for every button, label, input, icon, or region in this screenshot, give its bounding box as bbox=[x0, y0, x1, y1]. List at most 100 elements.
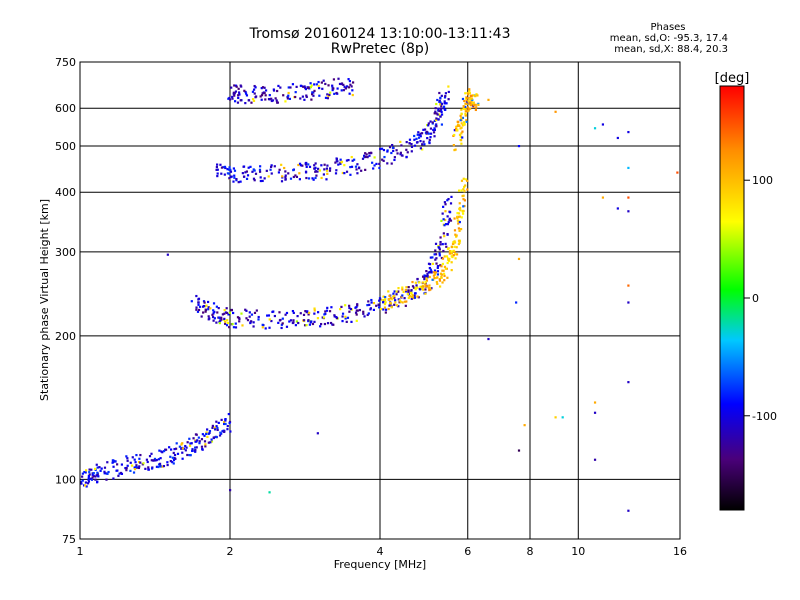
phase-point bbox=[328, 169, 332, 172]
phase-point bbox=[125, 466, 128, 470]
phase-point bbox=[309, 82, 312, 85]
phase-point bbox=[244, 308, 247, 311]
phase-point bbox=[223, 422, 226, 426]
phase-point bbox=[320, 176, 323, 180]
phase-point bbox=[459, 135, 462, 138]
phase-point bbox=[329, 321, 333, 325]
y-tick-label: 750 bbox=[55, 56, 76, 69]
phase-point bbox=[464, 178, 467, 181]
phase-point bbox=[132, 471, 136, 474]
phase-point bbox=[593, 458, 597, 461]
phase-point bbox=[194, 446, 197, 449]
phase-point bbox=[327, 84, 330, 87]
phase-point bbox=[83, 470, 86, 474]
phase-point bbox=[467, 100, 470, 103]
phase-point bbox=[432, 274, 436, 277]
phase-point bbox=[133, 458, 136, 461]
phase-point bbox=[307, 313, 310, 316]
phase-point bbox=[103, 472, 106, 475]
phase-point bbox=[228, 96, 231, 100]
phase-point bbox=[281, 317, 284, 320]
phase-point bbox=[313, 167, 316, 170]
phase-point bbox=[453, 241, 457, 244]
phase-point bbox=[243, 89, 246, 92]
phase-point bbox=[411, 285, 415, 288]
phase-point bbox=[403, 300, 407, 303]
phase-point bbox=[292, 321, 295, 324]
phase-point bbox=[209, 441, 212, 444]
phase-point bbox=[340, 89, 343, 92]
phase-point bbox=[436, 265, 440, 268]
phase-point bbox=[395, 149, 398, 152]
phase-point bbox=[231, 97, 234, 100]
phase-point bbox=[308, 323, 312, 326]
x-tick-label: 16 bbox=[673, 545, 687, 558]
phase-point bbox=[458, 220, 461, 224]
phase-point bbox=[313, 89, 316, 93]
phase-point bbox=[465, 119, 468, 122]
phase-point bbox=[437, 246, 440, 249]
phase-point bbox=[81, 479, 84, 482]
phase-point bbox=[248, 311, 251, 314]
phase-point bbox=[441, 281, 444, 284]
y-tick-label: 600 bbox=[55, 102, 76, 115]
phase-point bbox=[229, 430, 232, 433]
phase-point bbox=[281, 322, 284, 325]
phase-point bbox=[421, 148, 424, 151]
phase-point bbox=[263, 177, 266, 180]
phase-point bbox=[95, 481, 99, 484]
phase-point bbox=[288, 320, 291, 323]
phase-point bbox=[280, 180, 284, 183]
phase-point bbox=[226, 319, 229, 322]
phase-point bbox=[410, 143, 413, 146]
phase-point bbox=[466, 179, 469, 182]
phase-point bbox=[278, 311, 281, 314]
phase-point bbox=[94, 467, 97, 470]
phase-point bbox=[252, 321, 255, 324]
phase-point bbox=[462, 194, 465, 197]
phase-point bbox=[311, 91, 314, 94]
phase-point bbox=[284, 100, 287, 103]
phase-point bbox=[363, 315, 366, 318]
phase-point bbox=[439, 264, 442, 267]
phase-point bbox=[229, 489, 232, 492]
phase-point bbox=[253, 84, 256, 88]
phase-point bbox=[429, 256, 432, 259]
phase-point bbox=[248, 315, 251, 318]
phase-point bbox=[433, 112, 436, 115]
phase-point bbox=[463, 123, 466, 126]
phase-point bbox=[393, 156, 396, 159]
phase-point bbox=[212, 309, 215, 312]
phase-point bbox=[424, 285, 428, 288]
phase-point bbox=[444, 210, 447, 213]
phase-point bbox=[457, 222, 460, 225]
phase-point bbox=[438, 254, 441, 257]
phase-point bbox=[318, 169, 321, 172]
phase-point bbox=[469, 107, 472, 110]
phase-point bbox=[430, 271, 433, 274]
x-tick-label: 6 bbox=[464, 545, 471, 558]
phase-point bbox=[310, 84, 313, 87]
phase-point bbox=[237, 96, 240, 100]
phase-point bbox=[178, 445, 181, 448]
phase-point bbox=[166, 463, 169, 467]
phase-point bbox=[342, 89, 345, 92]
phase-point bbox=[434, 271, 438, 274]
colorbar-tick-label: -100 bbox=[752, 410, 777, 423]
phase-point bbox=[431, 278, 434, 281]
phase-point bbox=[208, 431, 211, 435]
phase-point bbox=[114, 460, 117, 463]
phase-point bbox=[307, 177, 311, 180]
phase-point bbox=[452, 242, 455, 245]
phase-point bbox=[454, 127, 458, 131]
phase-point bbox=[377, 303, 380, 307]
phase-point bbox=[216, 311, 219, 314]
phase-point bbox=[228, 172, 231, 175]
phase-point bbox=[285, 325, 289, 328]
phase-point bbox=[305, 324, 308, 327]
phase-point bbox=[393, 158, 396, 162]
phase-point bbox=[356, 309, 359, 312]
phase-point bbox=[148, 455, 152, 458]
phase-point bbox=[244, 92, 248, 95]
phase-point bbox=[407, 291, 410, 294]
